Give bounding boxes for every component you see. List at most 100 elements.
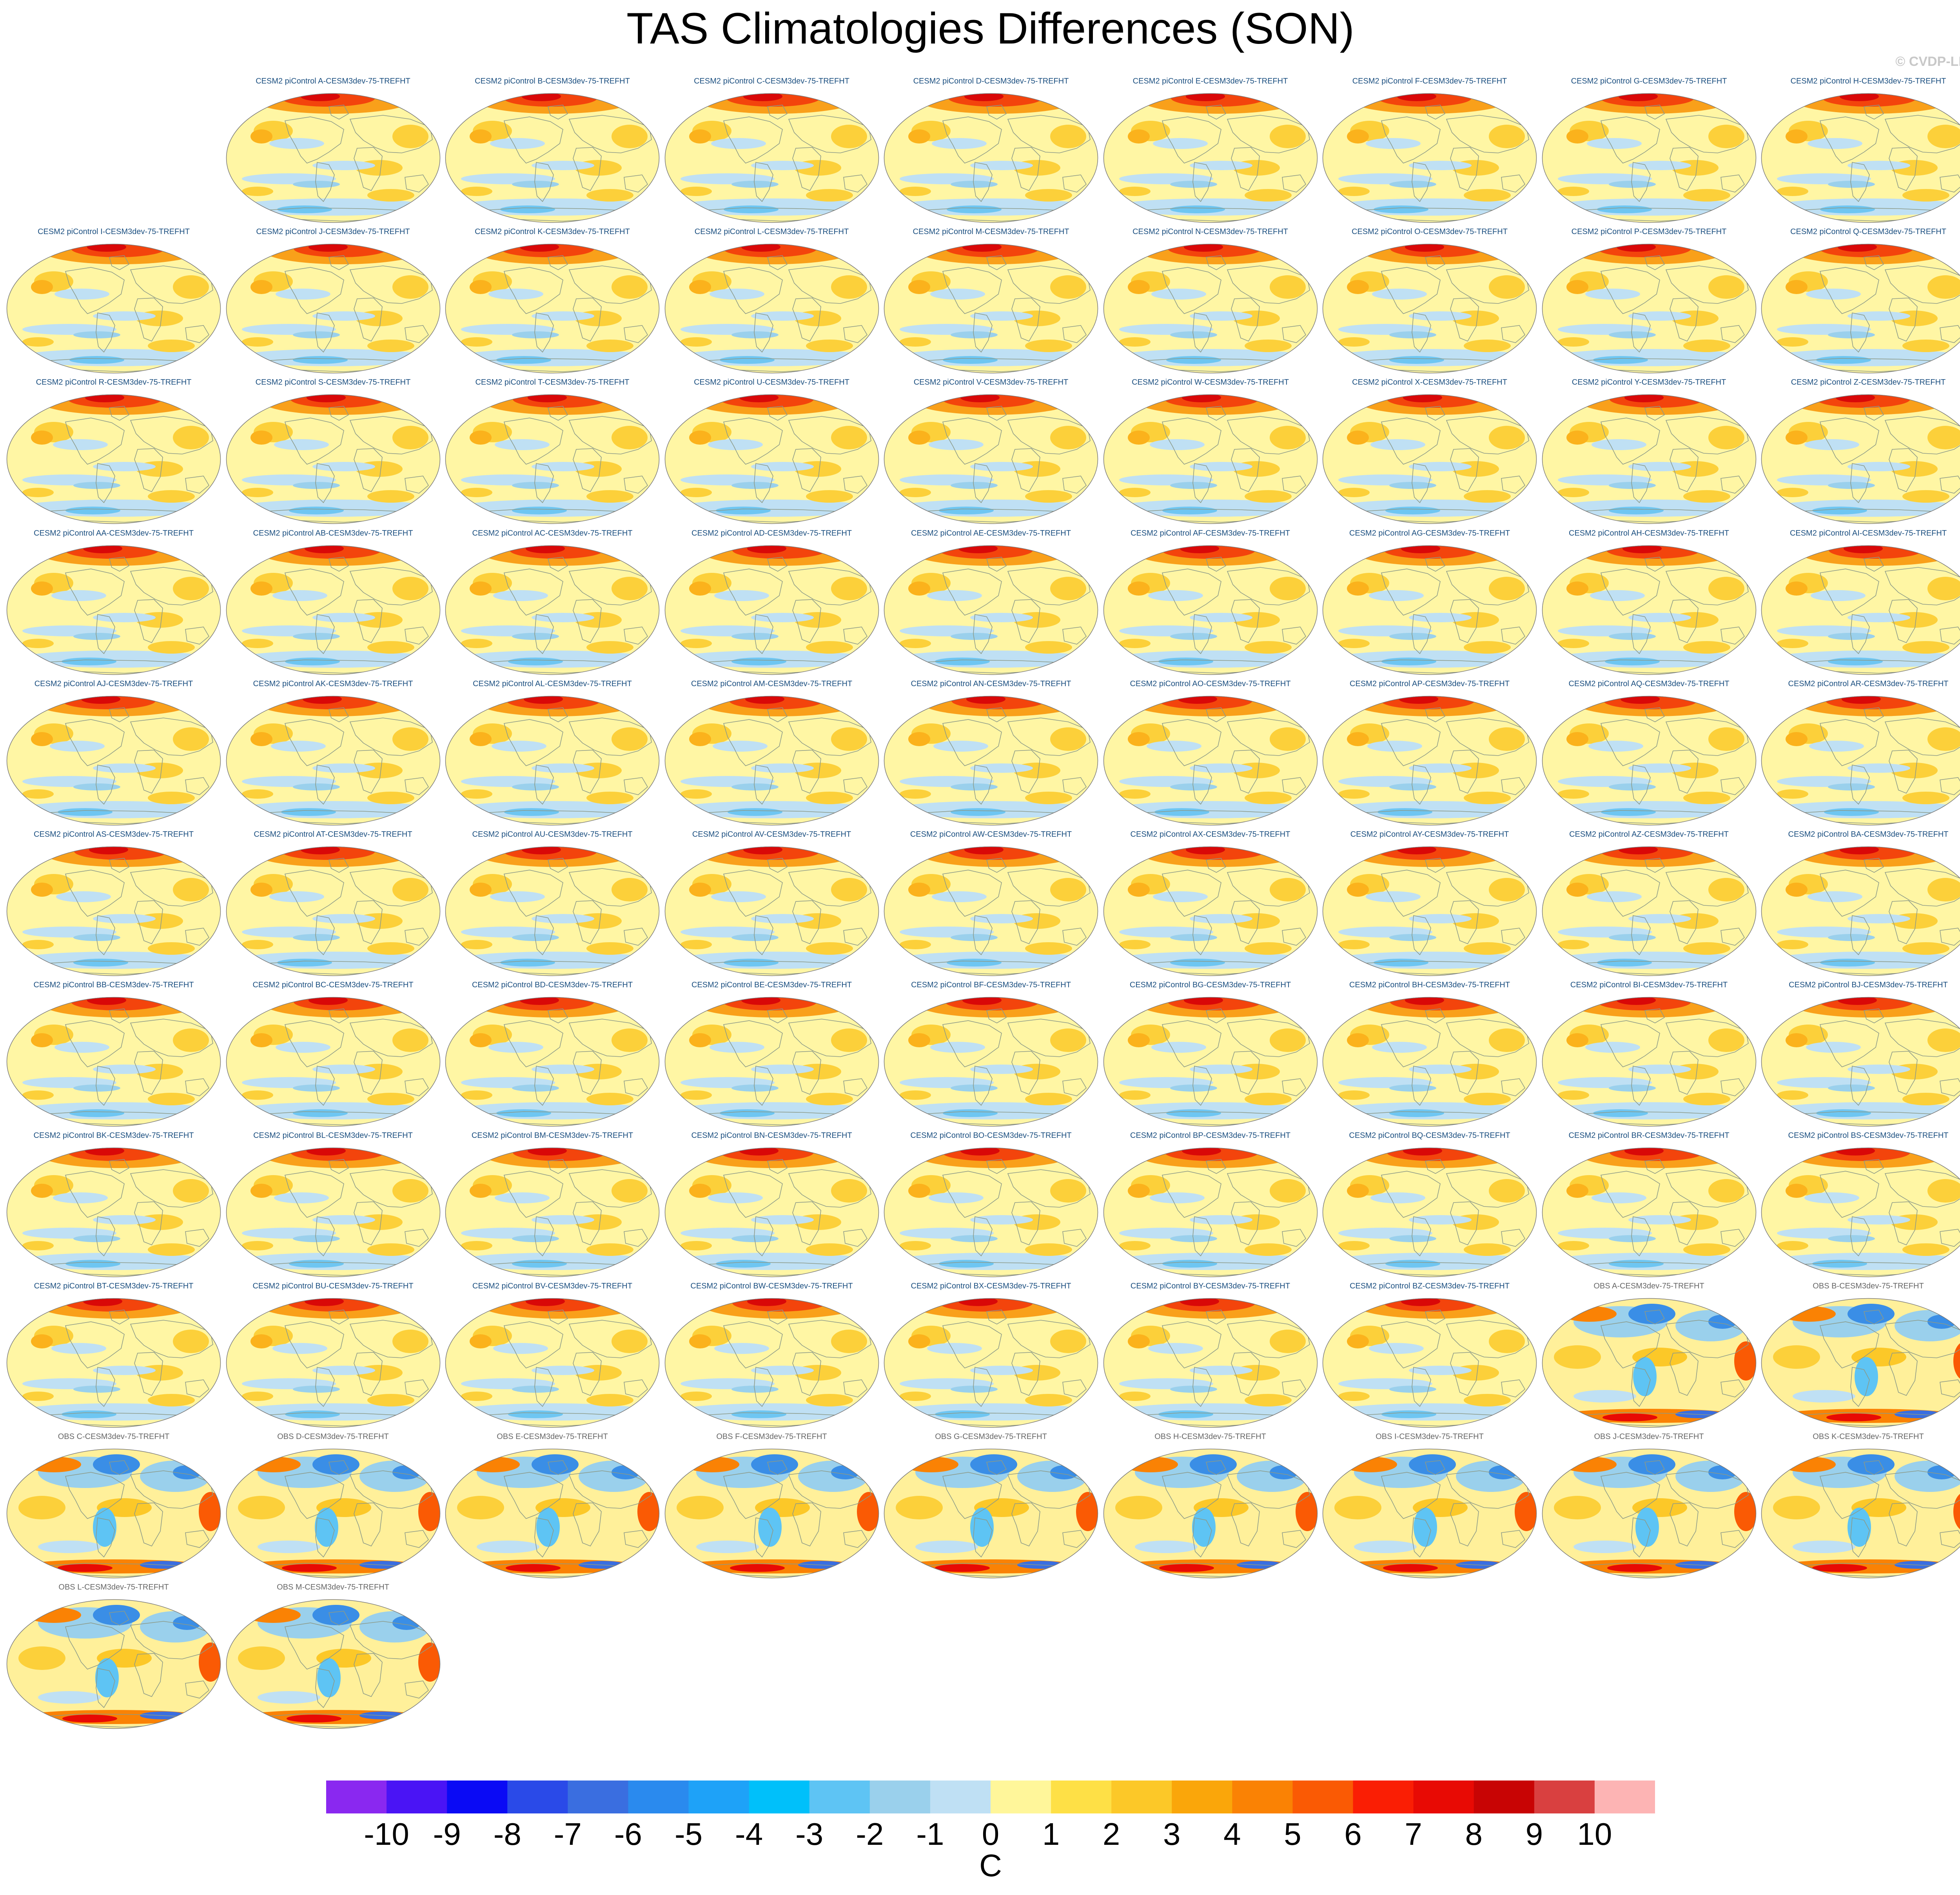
anomaly-patch bbox=[680, 187, 712, 196]
coastline bbox=[1863, 858, 1884, 873]
coastline bbox=[1446, 115, 1529, 153]
anomaly-patch bbox=[490, 891, 545, 902]
anomaly-patch bbox=[1489, 1028, 1525, 1052]
anomaly-patch bbox=[612, 727, 648, 751]
anomaly-patch bbox=[1593, 1109, 1648, 1117]
colorbar-swatch bbox=[1172, 1781, 1232, 1813]
panel-title: CESM2 piControl K-CESM3dev-75-TREFHT bbox=[475, 227, 630, 236]
coastline bbox=[1425, 1460, 1446, 1475]
anomaly-patch bbox=[1185, 93, 1225, 101]
coastline bbox=[1665, 416, 1749, 454]
coastline bbox=[843, 928, 867, 946]
anomaly-patch bbox=[1847, 161, 1910, 170]
anomaly-patch bbox=[58, 808, 113, 816]
coastline bbox=[1230, 448, 1260, 492]
coastline bbox=[1669, 1503, 1699, 1546]
anomaly-patch bbox=[712, 741, 768, 752]
map-panel bbox=[226, 846, 440, 976]
anomaly-patch bbox=[715, 1260, 771, 1268]
anomaly-patch bbox=[1181, 394, 1221, 402]
anomaly-patch bbox=[1847, 1215, 1910, 1225]
anomaly-patch bbox=[1585, 1042, 1640, 1053]
anomaly-patch bbox=[1777, 1090, 1808, 1100]
coastline bbox=[1644, 1159, 1665, 1174]
anomaly-patch bbox=[1628, 161, 1691, 170]
anomaly-patch bbox=[1828, 181, 1875, 188]
coastline bbox=[1161, 1020, 1221, 1067]
coastline bbox=[534, 915, 554, 956]
anomaly-patch bbox=[285, 658, 340, 665]
map-panel bbox=[1103, 1448, 1318, 1579]
anomaly-patch bbox=[359, 1611, 430, 1642]
coastline bbox=[1884, 1169, 1960, 1208]
anomaly-patch bbox=[1409, 462, 1472, 471]
anomaly-patch bbox=[893, 1253, 1089, 1270]
anomaly-patch bbox=[900, 940, 931, 949]
anomaly-patch bbox=[1628, 462, 1691, 471]
anomaly-patch bbox=[689, 732, 711, 746]
anomaly-patch bbox=[673, 500, 870, 517]
anomaly-patch bbox=[1557, 1090, 1589, 1100]
panel-title: CESM2 piControl AL-CESM3dev-75-TREFHT bbox=[473, 680, 632, 688]
anomaly-patch bbox=[1372, 289, 1427, 300]
coastline bbox=[1940, 174, 1960, 193]
panel-title: CESM2 piControl AS-CESM3dev-75-TREFHT bbox=[34, 830, 194, 839]
anomaly-patch bbox=[1811, 590, 1866, 601]
anomaly-patch bbox=[1557, 940, 1589, 949]
coastline bbox=[134, 599, 163, 643]
coastline bbox=[573, 147, 602, 191]
panel-title: CESM2 piControl BC-CESM3dev-75-TREFHT bbox=[252, 981, 414, 989]
colorbar-tick-label: -8 bbox=[493, 1817, 521, 1851]
panel-title: CESM2 piControl AI-CESM3dev-75-TREFHT bbox=[1789, 529, 1947, 538]
coastline bbox=[130, 718, 213, 756]
coastline bbox=[986, 1159, 1007, 1174]
colorbar-swatch bbox=[749, 1781, 810, 1813]
coastline bbox=[96, 1668, 115, 1708]
anomaly-patch bbox=[1566, 431, 1588, 445]
coastline bbox=[130, 1621, 213, 1659]
anomaly-patch bbox=[1489, 125, 1525, 148]
coastline bbox=[1450, 1503, 1479, 1546]
anomaly-patch bbox=[1489, 727, 1525, 751]
map-panel bbox=[664, 696, 879, 826]
coastline bbox=[1192, 1216, 1212, 1257]
anomaly-patch bbox=[317, 1658, 341, 1697]
map-border bbox=[226, 696, 440, 826]
anomaly-patch bbox=[275, 289, 330, 300]
coastline bbox=[1425, 1159, 1446, 1174]
anomaly-patch bbox=[1127, 1033, 1150, 1047]
panel-title: CESM2 piControl W-CESM3dev-75-TREFHT bbox=[1132, 378, 1289, 387]
coastline bbox=[568, 868, 652, 907]
anomaly-patch bbox=[85, 394, 124, 402]
coastline bbox=[503, 116, 563, 164]
anomaly-patch bbox=[1804, 1192, 1859, 1203]
coastline bbox=[843, 325, 867, 343]
coastline bbox=[1889, 1503, 1918, 1546]
coastline bbox=[96, 1517, 115, 1558]
anomaly-patch bbox=[304, 1298, 344, 1306]
colorbar-swatch bbox=[809, 1781, 870, 1813]
coastline bbox=[96, 463, 115, 503]
anomaly-patch bbox=[1557, 639, 1589, 648]
coastline bbox=[353, 900, 383, 944]
anomaly-patch bbox=[1840, 93, 1879, 101]
coastline bbox=[1381, 1171, 1441, 1218]
coastline bbox=[1501, 174, 1526, 193]
anomaly-patch bbox=[1025, 490, 1072, 503]
anomaly-patch bbox=[272, 1343, 327, 1354]
colorbar-tick-label: 0 bbox=[982, 1817, 1000, 1851]
anomaly-patch bbox=[73, 482, 120, 489]
coastline bbox=[1665, 265, 1749, 304]
anomaly-patch bbox=[1515, 1492, 1537, 1531]
map-border bbox=[664, 545, 879, 675]
map-border bbox=[226, 1298, 440, 1428]
coastline bbox=[185, 1379, 210, 1397]
coastline bbox=[568, 416, 652, 454]
anomaly-patch bbox=[1269, 1330, 1306, 1353]
coastline bbox=[753, 162, 773, 202]
anomaly-patch bbox=[908, 1334, 930, 1348]
map-panel bbox=[226, 1599, 440, 1729]
coastline bbox=[1192, 463, 1212, 503]
anomaly-patch bbox=[1389, 181, 1436, 188]
anomaly-patch bbox=[1828, 783, 1875, 790]
